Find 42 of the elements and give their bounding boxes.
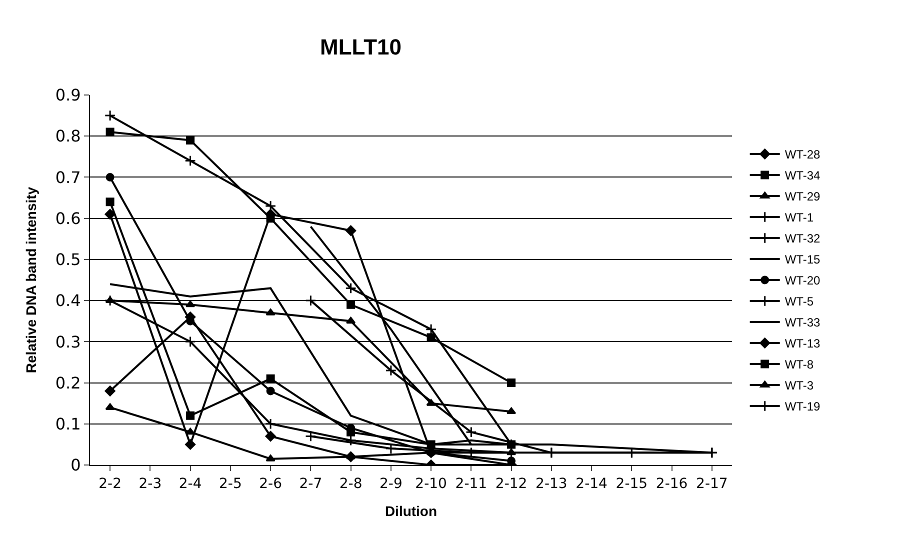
y-tick-label: 0: [70, 456, 81, 475]
x-tick-label: 2-15: [616, 476, 648, 492]
legend-label: WT-5: [784, 294, 814, 309]
x-tick-label: 2-4: [178, 476, 202, 492]
y-tick-label: 0.5: [55, 250, 81, 270]
x-tick-label: 2-11: [455, 476, 488, 492]
y-tick-label: 0.4: [55, 291, 81, 310]
x-tick-label: 2-12: [495, 476, 528, 492]
x-tick-label: 2-7: [299, 476, 322, 492]
x-tick-label: 2-2: [98, 476, 122, 492]
y-tick-label: 0.2: [55, 373, 81, 392]
x-tick-label: 2-16: [656, 476, 688, 492]
x-tick-label: 2-10: [415, 476, 447, 492]
y-axis-title: Relative DNA band intensity: [22, 186, 39, 374]
x-tick-label: 2-8: [339, 476, 362, 492]
x-tick-label: 2-3: [138, 476, 162, 492]
chart-title: MLLT10: [320, 34, 402, 60]
y-tick-label: 0.1: [55, 414, 81, 434]
legend-label: WT-3: [784, 378, 814, 393]
x-tick-label: 2-6: [259, 476, 282, 492]
legend-label: WT-34: [784, 168, 821, 183]
y-tick-label: 0.9: [55, 86, 81, 105]
y-tick-label: 0.6: [55, 208, 81, 228]
legend-label: WT-32: [784, 232, 821, 246]
x-tick-label: 2-14: [576, 476, 608, 492]
x-tick-label: 2-5: [219, 476, 242, 492]
y-tick-label: 0.3: [55, 332, 81, 352]
y-tick-label: 0.8: [55, 126, 81, 146]
legend-label: WT-13: [784, 336, 821, 351]
legend-label: WT-28: [784, 148, 821, 162]
legend-label: WT-20: [784, 274, 821, 288]
legend-label: WT-29: [784, 190, 821, 204]
legend-label: WT-1: [784, 210, 814, 225]
legend-label: WT-8: [784, 358, 814, 372]
legend-label: WT-33: [784, 316, 821, 330]
legend-label: WT-19: [784, 400, 821, 414]
legend-label: WT-15: [784, 252, 821, 267]
x-tick-label: 2-13: [536, 476, 568, 492]
x-tick-label: 2-17: [696, 476, 728, 492]
y-tick-label: 0.7: [55, 168, 81, 187]
x-axis-title: Dilution: [384, 503, 438, 520]
x-tick-label: 2-9: [380, 476, 402, 492]
